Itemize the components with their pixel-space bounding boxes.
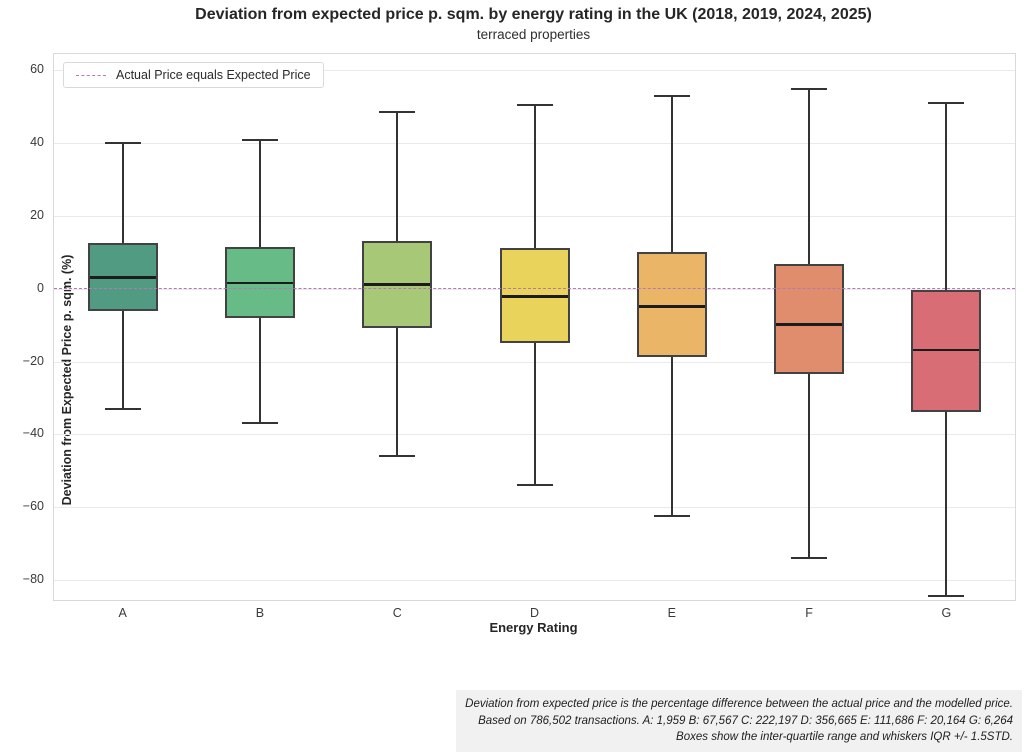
y-tick-label-20: 20	[30, 207, 44, 222]
y-tick-label-60: 60	[30, 62, 44, 77]
footnote-line-3: Boxes show the inter-quartile range and …	[676, 731, 1013, 744]
y-axis-label: Deviation from Expected Price p. sqm. (%…	[60, 254, 74, 506]
box-f-upper-whisker	[808, 88, 811, 265]
box-b-upper-cap	[241, 138, 278, 141]
box-a-lower-cap	[104, 407, 141, 410]
box-g-lower-whisker	[945, 411, 948, 597]
box-g-lower-cap	[928, 595, 965, 598]
box-a-median-line	[89, 276, 156, 279]
box-b-lower-cap	[241, 422, 278, 425]
box-a-upper-cap	[104, 142, 141, 145]
box-c-lower-whisker	[396, 327, 399, 457]
footnote-line-2: Based on 786,502 transactions. A: 1,959 …	[478, 714, 1013, 727]
box-g-median-line	[913, 348, 980, 352]
box-g-upper-whisker	[945, 103, 948, 291]
box-c-upper-cap	[379, 111, 416, 114]
box-c-median-line	[364, 283, 431, 286]
legend: Actual Price equals Expected Price	[63, 62, 324, 88]
box-a-lower-whisker	[121, 310, 124, 409]
box-f	[774, 264, 845, 375]
y-tick-label--40: −40	[22, 426, 44, 441]
box-e-median-line	[638, 305, 705, 308]
box-g-upper-cap	[928, 102, 965, 105]
box-b-upper-whisker	[258, 139, 261, 247]
box-f-upper-cap	[791, 87, 828, 90]
y-tick-label--60: −60	[22, 499, 44, 514]
plot-area: Deviation from Expected Price p. sqm. (%…	[23, 53, 1016, 620]
x-tick-label-f: F	[805, 606, 813, 620]
x-axis-label: Energy Rating	[489, 620, 578, 635]
box-b-lower-whisker	[258, 317, 261, 424]
box-b-median-line	[226, 281, 293, 285]
zero-reference-line	[54, 287, 1015, 289]
x-tick-label-c: C	[392, 606, 402, 620]
x-tick-label-a: A	[118, 606, 127, 620]
gridline--60	[54, 507, 1015, 509]
x-tick-label-g: G	[941, 606, 952, 620]
x-tick-label-e: E	[667, 606, 676, 620]
box-f-lower-whisker	[808, 374, 811, 559]
box-d-upper-cap	[516, 103, 553, 106]
box-e-lower-whisker	[670, 357, 673, 517]
y-tick-label-40: 40	[30, 135, 44, 150]
box-a-upper-whisker	[121, 143, 124, 244]
y-tick-label--20: −20	[22, 353, 44, 368]
box-d-lower-cap	[516, 484, 553, 487]
box-d-median-line	[501, 295, 568, 298]
chart-title: Deviation from expected price p. sqm. by…	[195, 6, 872, 23]
y-tick-label--80: −80	[22, 571, 44, 586]
box-c-lower-cap	[379, 455, 416, 458]
box-e	[636, 252, 707, 358]
footnote: Deviation from expected price is the per…	[456, 689, 1022, 752]
box-d-upper-whisker	[533, 104, 536, 248]
gridline-60	[54, 70, 1015, 72]
box-e-upper-whisker	[670, 95, 673, 253]
box-e-upper-cap	[653, 94, 690, 97]
x-tick-label-d: D	[529, 606, 540, 620]
y-tick-label-0: 0	[37, 280, 44, 295]
gridline--80	[54, 579, 1015, 581]
dashed-line-swatch-icon	[76, 74, 106, 76]
footnote-line-1: Deviation from expected price is the per…	[465, 697, 1013, 710]
box-d-lower-whisker	[533, 342, 536, 486]
box-e-lower-cap	[653, 515, 690, 518]
legend-label: Actual Price equals Expected Price	[116, 68, 311, 82]
box-c-upper-whisker	[396, 112, 399, 242]
box-f-median-line	[776, 323, 843, 326]
box-f-lower-cap	[791, 557, 828, 560]
x-tick-label-b: B	[255, 606, 265, 620]
chart-subtitle: terraced properties	[476, 27, 591, 42]
